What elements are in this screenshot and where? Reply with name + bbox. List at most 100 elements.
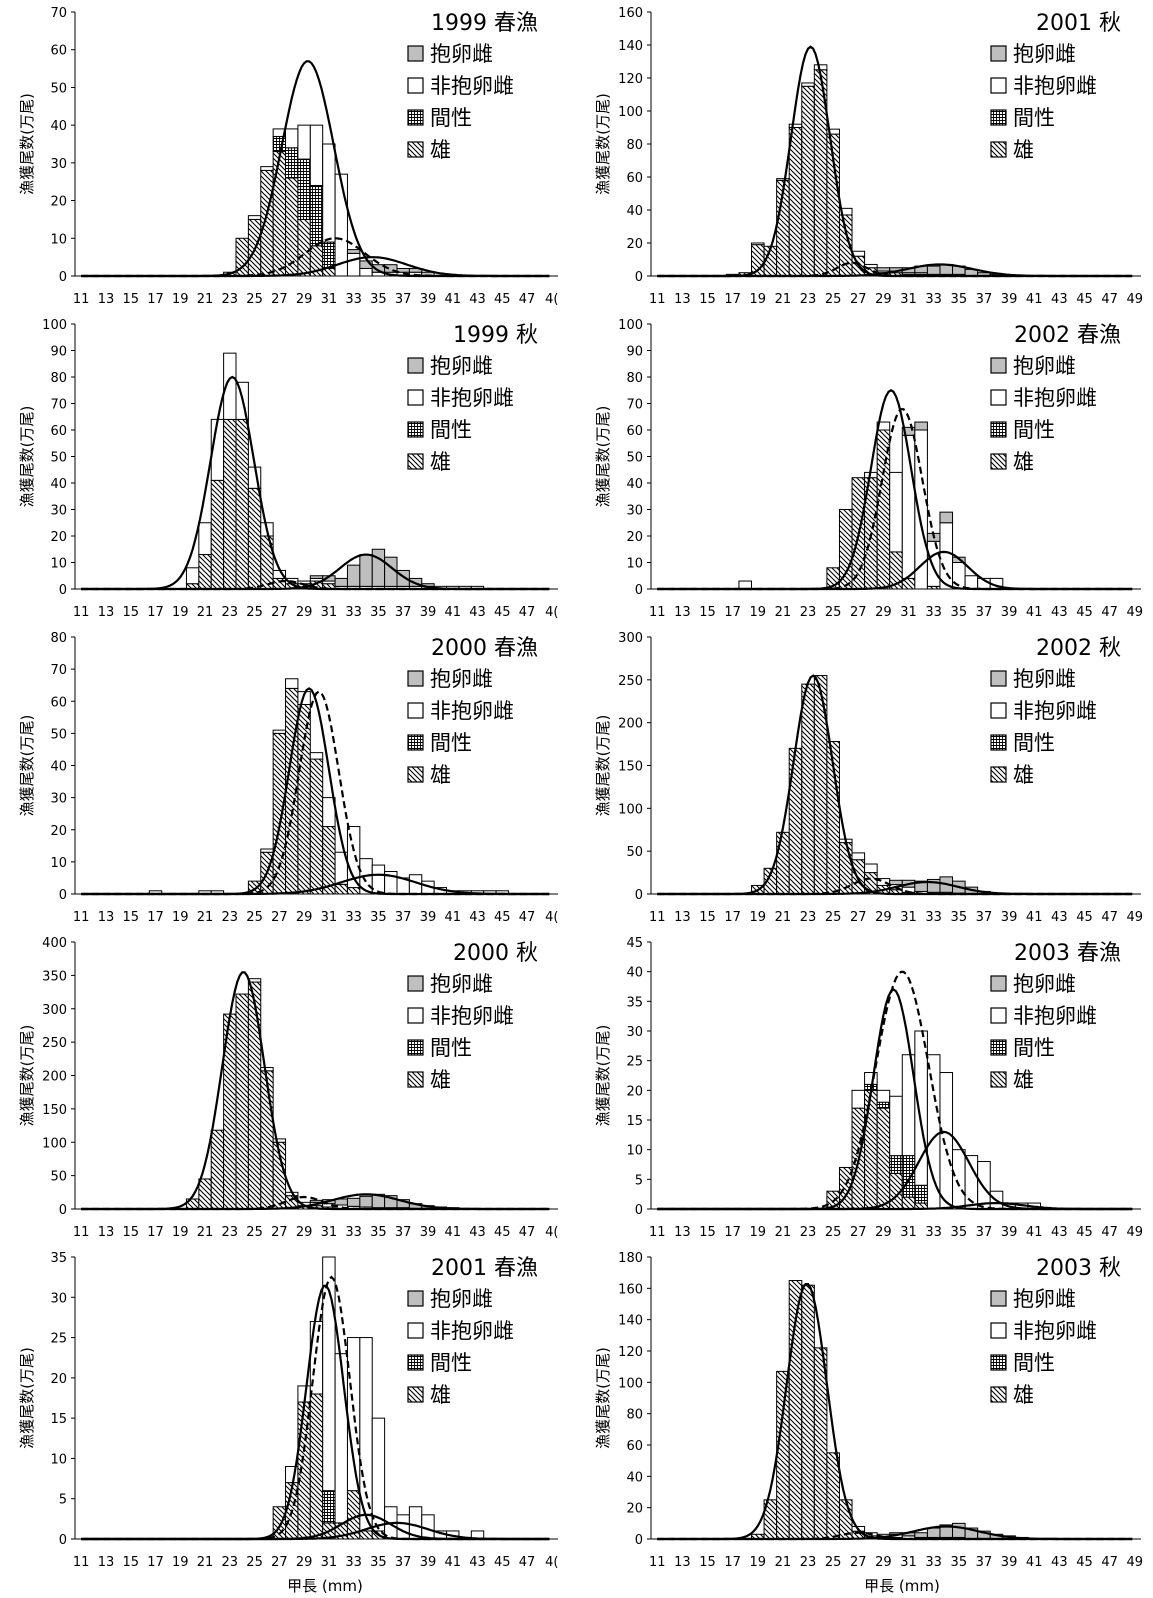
legend-label: 間性 — [430, 1351, 472, 1375]
legend-label: 非抱卵雌 — [430, 386, 514, 410]
chart-title: 2003 春漁 — [1014, 941, 1121, 966]
y-tick-label: 150 — [618, 760, 643, 775]
y-tick-label: 35 — [626, 995, 643, 1010]
y-tick-label: 60 — [50, 695, 67, 710]
bar-間性 — [297, 158, 311, 220]
y-tick-label: 5 — [59, 1493, 67, 1508]
y-tick-label: 40 — [50, 477, 67, 492]
x-tick-label: 41 — [444, 910, 461, 925]
bar-雄 — [801, 1284, 815, 1540]
x-tick-label: 17 — [724, 292, 741, 307]
legend-label: 抱卵雌 — [430, 972, 493, 996]
fit-curve-dashed — [81, 690, 550, 896]
x-tick-label: 43 — [1051, 1225, 1068, 1240]
y-tick-label: 20 — [50, 824, 67, 839]
x-tick-label: 13 — [98, 1555, 115, 1570]
bar-非抱卵雌 — [738, 580, 753, 590]
x-tick-label: 31 — [321, 292, 338, 307]
y-tick-label: 250 — [42, 1036, 67, 1051]
y-tick-label: 70 — [50, 398, 67, 413]
y-tick-label: 300 — [618, 631, 643, 646]
chart-panel-3: 0 10 20 30 40 50 60 70 80 90 100 11 13 15 17 19 21 23 25 27… — [0, 312, 570, 625]
bar-雄 — [285, 177, 299, 277]
y-tick-label: 120 — [618, 1345, 643, 1360]
x-tick-label: 33 — [345, 1225, 362, 1240]
y-tick-label: 200 — [618, 717, 643, 732]
bar-非抱卵雌 — [396, 1514, 410, 1540]
x-tick-label: 19 — [750, 292, 767, 307]
legend-label: 間性 — [1013, 1036, 1055, 1060]
bar-抱卵雌 — [926, 265, 941, 275]
legend-swatch — [990, 453, 1007, 470]
x-tick-label: 27 — [271, 1555, 288, 1570]
x-tick-label: 41 — [444, 292, 461, 307]
bar-間性 — [901, 1155, 916, 1198]
fit-curve-dashed — [657, 408, 1133, 591]
x-tick-label: 23 — [222, 1555, 239, 1570]
bar-非抱卵雌 — [359, 267, 373, 277]
x-tick-label: 15 — [699, 292, 716, 307]
bar-雄 — [260, 169, 274, 277]
chart-title: 2003 秋 — [1036, 1256, 1121, 1281]
x-tick-label: 39 — [1001, 605, 1018, 620]
x-tick-label: 39 — [1001, 1555, 1018, 1570]
legend-label: 非抱卵雌 — [430, 1004, 514, 1028]
y-tick-label: 50 — [626, 451, 643, 466]
bar-非抱卵雌 — [876, 421, 891, 431]
x-tick-label: 41 — [444, 1225, 461, 1240]
y-tick-label: 40 — [626, 204, 643, 219]
chart-svg: 0 5 10 15 20 25 30 35 40 45 11 13 15 17 19 21 23 25 27 29 31… — [594, 936, 1143, 1240]
bar-非抱卵雌 — [864, 1072, 878, 1085]
x-tick-label: 27 — [271, 1225, 288, 1240]
x-tick-label: 25 — [825, 292, 842, 307]
bar-雄 — [198, 1178, 212, 1210]
x-tick-label: 35 — [951, 605, 968, 620]
bar-非抱卵雌 — [977, 1161, 991, 1210]
x-tick-label: 49 — [1126, 910, 1143, 925]
bar-非抱卵雌 — [309, 752, 324, 760]
x-tick-label: 15 — [122, 605, 139, 620]
legend-label: 雄 — [1013, 1383, 1034, 1407]
legend-swatch — [990, 734, 1007, 751]
x-tick-label: 45 — [494, 910, 511, 925]
y-tick-label: 50 — [50, 81, 67, 96]
legend-swatch — [990, 670, 1007, 687]
legend-label: 抱卵雌 — [430, 1287, 493, 1311]
x-tick-label: 19 — [172, 1555, 189, 1570]
x-tick-label: 29 — [875, 292, 892, 307]
bar-抱卵雌 — [926, 1527, 941, 1538]
legend-swatch — [990, 1039, 1007, 1056]
bars — [751, 1280, 1029, 1540]
x-tick-label: 11 — [649, 1225, 666, 1240]
bar-抱卵雌 — [334, 577, 348, 587]
legend-swatch — [990, 1354, 1007, 1371]
chart-svg: 0 10 20 30 40 50 60 70 11 13 15 17 19 21 23 25 27 29 31 33 3… — [18, 6, 558, 307]
chart-title: 2000 春漁 — [431, 636, 538, 661]
x-tick-label: 47 — [1101, 1225, 1118, 1240]
bar-雄 — [247, 487, 262, 590]
bar-非抱卵雌 — [260, 166, 274, 171]
x-tick-label: 35 — [370, 605, 387, 620]
x-tick-label: 31 — [900, 292, 917, 307]
fit-curve-dashed — [657, 1531, 1133, 1541]
chart-panel-2: 0 20 40 60 80 100 120 140 160 11 13 15 17 19 21 23 25 27 2… — [576, 0, 1153, 312]
y-axis-label: 漁獲尾数(万尾) — [594, 406, 612, 508]
y-tick-label: 45 — [626, 936, 643, 951]
bars — [185, 978, 460, 1210]
fit-curve-dashed — [657, 261, 1133, 278]
x-tick-label: 37 — [976, 1225, 993, 1240]
bar-雄 — [210, 1129, 225, 1210]
x-tick-label: 13 — [98, 605, 115, 620]
y-tick-label: 30 — [50, 1291, 67, 1306]
bar-非抱卵雌 — [851, 1089, 866, 1109]
fit-curve-dashed — [81, 580, 550, 591]
x-tick-label: 41 — [444, 605, 461, 620]
chart-panel-8: 0 5 10 15 20 25 30 35 40 45 11 13 15 17 19 21 23 25 27 29 31… — [576, 930, 1153, 1245]
bar-非抱卵雌 — [889, 471, 903, 553]
x-tick-label: 13 — [674, 1225, 691, 1240]
y-tick-label: 100 — [618, 105, 643, 120]
legend-label: 非抱卵雌 — [1013, 1319, 1097, 1343]
x-tick-label: 21 — [197, 292, 214, 307]
chart-title: 2000 秋 — [453, 941, 538, 966]
legend-swatch — [407, 109, 424, 126]
